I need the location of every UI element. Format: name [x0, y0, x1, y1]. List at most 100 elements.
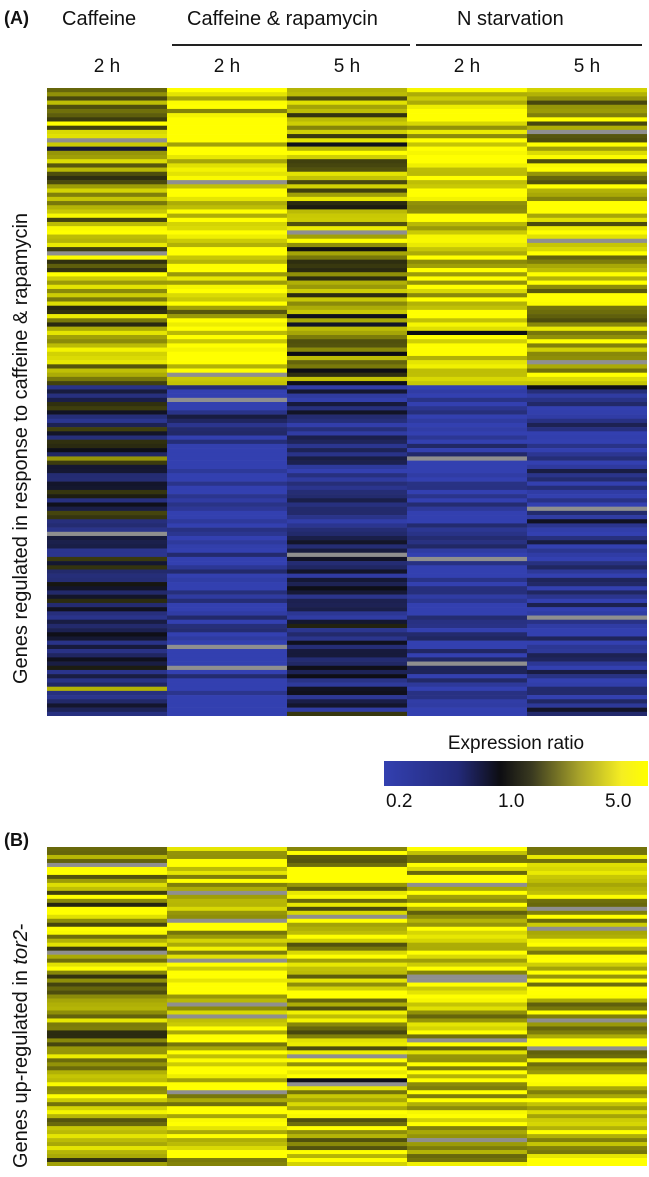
heatmap-cell [47, 577, 168, 583]
heatmap-cell [167, 640, 288, 646]
heatmap-cell [527, 347, 647, 353]
heatmap-cell [47, 456, 168, 461]
heatmap-cell [167, 970, 288, 975]
heatmap-cell [287, 954, 408, 959]
heatmap-cell [287, 930, 408, 936]
heatmap-cell [167, 1106, 288, 1111]
heatmap-cell [47, 582, 168, 587]
heatmap-cell [407, 653, 528, 658]
heatmap-cell [527, 414, 647, 420]
heatmap-cell [527, 431, 647, 436]
heatmap-cell [407, 711, 528, 716]
heatmap-cell [287, 393, 408, 399]
heatmap-cell [167, 678, 288, 683]
heatmap-cell [47, 644, 168, 650]
heatmap-cell [167, 335, 288, 340]
heatmap-cell [407, 309, 528, 315]
heatmap-cell [47, 910, 168, 916]
heatmap-cell [287, 435, 408, 440]
heatmap-cell [407, 502, 528, 507]
heatmap-cell [407, 1062, 528, 1067]
heatmap-cell [287, 113, 408, 118]
heatmap-cell [407, 288, 528, 294]
heatmap-cell [47, 649, 168, 654]
heatmap-cell [47, 108, 168, 114]
heatmap-cell [287, 192, 408, 198]
heatmap-cell [287, 649, 408, 654]
heatmap-cell [167, 330, 288, 336]
heatmap-cell [167, 1158, 288, 1163]
heatmap-cell [287, 314, 408, 319]
heatmap-cell [47, 276, 168, 281]
heatmap-cell [287, 247, 408, 252]
heatmap-cell [167, 389, 288, 394]
heatmap-cell [167, 506, 288, 512]
legend-tick-high: 5.0 [605, 791, 632, 812]
heatmap-cell [47, 1002, 168, 1007]
heatmap-cell [47, 615, 168, 621]
heatmap-cell [287, 226, 408, 231]
heatmap-cell [47, 1062, 168, 1067]
heatmap-cell [407, 1154, 528, 1159]
heatmap-cell [287, 1154, 408, 1159]
heatmap-cell [407, 125, 528, 131]
panel-b-ylabel-prefix: Genes up-regulated in [10, 964, 32, 1168]
heatmap-cell [287, 561, 408, 566]
heatmap-cell [287, 699, 408, 704]
heatmap-cell [47, 669, 168, 675]
heatmap-cell [167, 184, 288, 189]
heatmap-cell [167, 922, 288, 928]
heatmap-cell [47, 1090, 168, 1095]
heatmap-cell [527, 121, 647, 126]
heatmap-cell [287, 582, 408, 587]
heatmap-cell [47, 1066, 168, 1071]
heatmap-cell [287, 489, 408, 495]
heatmap-cell [167, 192, 288, 198]
heatmap-cell [407, 1018, 528, 1023]
heatmap-cell [287, 439, 408, 445]
heatmap-cell [287, 1054, 408, 1059]
heatmap-cell [527, 1162, 647, 1166]
heatmap-cell [527, 125, 647, 131]
heatmap-cell [47, 1110, 168, 1115]
heatmap-cell [167, 1070, 288, 1075]
heatmap-cell [407, 368, 528, 373]
heatmap-cell [407, 180, 528, 185]
heatmap-cell [167, 982, 288, 987]
heatmap-cell [167, 926, 288, 932]
heatmap-cell [47, 150, 168, 156]
heatmap-cell [47, 393, 168, 399]
heatmap-cell [167, 376, 288, 382]
heatmap-cell [527, 494, 647, 499]
panel-b-ylabel-gene: tor2 [10, 930, 32, 965]
heatmap-cell [47, 142, 168, 147]
heatmap-cell [167, 247, 288, 252]
heatmap-cell [527, 531, 647, 537]
heatmap-cell [527, 930, 647, 936]
heatmap-cell [287, 548, 408, 554]
heatmap-cell [527, 894, 647, 900]
heatmap-cell [287, 251, 408, 256]
heatmap-cell [287, 1026, 408, 1031]
heatmap-cell [287, 577, 408, 583]
heatmap-cell [47, 284, 168, 290]
heatmap-cell [47, 88, 168, 93]
heatmap-cell [167, 847, 288, 852]
heatmap-cell [47, 427, 168, 432]
heatmap-cell [167, 1098, 288, 1103]
heatmap-cell [287, 523, 408, 528]
heatmap-cell [527, 986, 647, 991]
heatmap-cell [47, 209, 168, 214]
heatmap-cell [407, 171, 528, 177]
heatmap-cell [47, 527, 168, 533]
heatmap-cell [407, 347, 528, 353]
heatmap-cell [47, 611, 168, 616]
heatmap-cell [167, 930, 288, 936]
heatmap-cell [407, 942, 528, 947]
heatmap-cell [527, 695, 647, 700]
heatmap-cell [287, 92, 408, 97]
heatmap-cell [47, 460, 168, 466]
heatmap-cell [47, 569, 168, 574]
heatmap-cell [47, 347, 168, 353]
heatmap-cell [167, 686, 288, 692]
